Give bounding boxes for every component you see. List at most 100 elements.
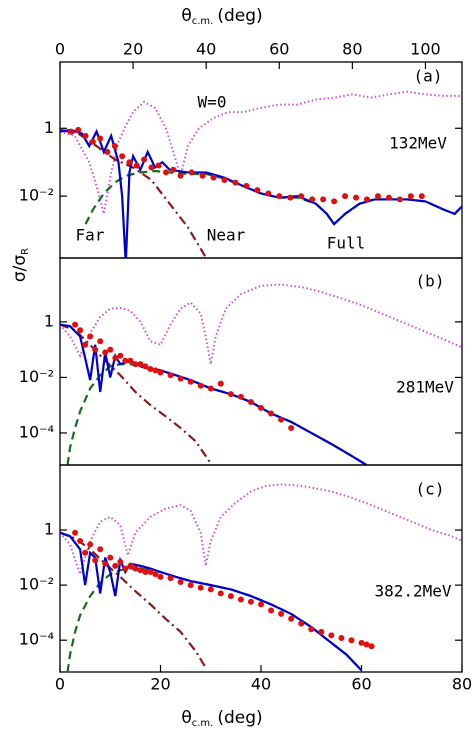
x-tick-label: 20	[123, 40, 143, 59]
data-point	[97, 546, 104, 553]
data-point	[142, 363, 149, 370]
data-point	[137, 361, 144, 368]
panel: 1 10⁻² 0 20 40 60 80 100 (a) W=0 132MeV Far Near Full	[19, 40, 463, 259]
annotation: Full	[327, 234, 366, 253]
data-point	[107, 346, 114, 353]
curve	[60, 128, 462, 258]
data-point	[385, 194, 392, 201]
x-tick-label: 40	[196, 40, 216, 59]
data-point	[152, 571, 159, 578]
data-point	[72, 529, 79, 536]
plot-area	[60, 90, 462, 258]
annotation: 281MeV	[396, 378, 454, 397]
data-point	[126, 159, 133, 166]
data-point	[298, 620, 305, 627]
data-point	[342, 193, 349, 200]
data-point	[177, 172, 184, 179]
data-point	[207, 385, 214, 392]
data-point	[338, 635, 345, 642]
x-tick-label: 20	[150, 675, 170, 694]
bottom-x-label: θc.m. (deg)	[181, 708, 262, 729]
data-point	[67, 128, 74, 135]
data-point	[107, 554, 114, 561]
data-point	[287, 194, 294, 201]
data-point	[243, 182, 250, 189]
panel: 1 10⁻² 10⁻⁴ 0 20 40 60 80 (c) 382.2MeV	[19, 464, 472, 694]
curve	[60, 531, 363, 672]
data-point	[102, 349, 109, 356]
data-point	[111, 143, 118, 150]
data-point	[210, 174, 217, 181]
panel-frame	[59, 464, 463, 673]
data-point	[258, 404, 264, 411]
x-label-main: θ	[181, 6, 191, 26]
data-point	[122, 357, 129, 364]
data-point	[148, 164, 155, 171]
top-x-label: θc.m. (deg)	[181, 6, 262, 27]
data-point	[177, 375, 184, 382]
data-point	[177, 578, 184, 585]
panel: 1 10⁻² 10⁻⁴ (b) 281MeV	[19, 257, 463, 466]
x-tick-label: 60	[269, 40, 289, 59]
x-label-unit: (deg)	[217, 6, 262, 26]
data-point	[207, 586, 214, 593]
data-point	[217, 590, 224, 597]
data-point	[75, 126, 82, 133]
annotation: (b)	[416, 272, 445, 291]
x-label-main: θ	[181, 708, 191, 728]
data-point	[89, 138, 96, 145]
data-point	[309, 196, 316, 203]
data-point	[147, 568, 154, 575]
data-point	[374, 193, 381, 200]
data-point	[363, 641, 370, 648]
data-point	[288, 615, 295, 622]
y-label: σ/σR	[10, 248, 31, 282]
data-point	[137, 567, 144, 574]
data-point	[87, 541, 94, 548]
curve	[60, 323, 212, 465]
data-point	[117, 558, 124, 565]
data-point	[92, 346, 99, 353]
data-point	[254, 187, 261, 194]
data-point	[363, 196, 370, 203]
data-point	[157, 369, 164, 376]
data-point	[77, 537, 84, 544]
annotation: 382.2MeV	[374, 582, 451, 601]
data-point	[133, 162, 140, 169]
data-point	[92, 557, 99, 564]
curve	[66, 363, 368, 465]
data-point	[97, 135, 104, 142]
curve	[60, 90, 462, 215]
data-point	[268, 607, 275, 614]
data-point	[82, 132, 89, 139]
annotation: 132MeV	[389, 134, 447, 153]
data-point	[368, 643, 375, 650]
data-point	[167, 575, 174, 582]
annotation: Far	[76, 226, 105, 245]
annotation: (c)	[416, 480, 445, 499]
data-point	[170, 166, 177, 173]
data-point	[348, 637, 355, 644]
x-label-unit: (deg)	[217, 708, 262, 728]
x-label-sub: c.m.	[192, 16, 214, 27]
x-tick-label: 100	[410, 40, 441, 59]
x-label-sub: c.m.	[192, 718, 214, 729]
x-tick-label: 0	[55, 675, 65, 694]
data-point	[320, 196, 327, 203]
data-point	[72, 321, 79, 328]
data-point	[188, 169, 195, 176]
x-tick-label: 60	[351, 675, 371, 694]
panel-frame	[59, 61, 463, 259]
data-point	[127, 562, 134, 569]
data-point	[288, 425, 295, 432]
data-point	[247, 399, 254, 406]
data-point	[112, 355, 119, 362]
data-point	[318, 628, 325, 635]
data-point	[77, 327, 84, 334]
data-point	[358, 639, 365, 646]
data-point	[127, 357, 134, 364]
data-point	[331, 198, 338, 205]
curve	[60, 283, 462, 365]
data-point	[407, 193, 414, 200]
